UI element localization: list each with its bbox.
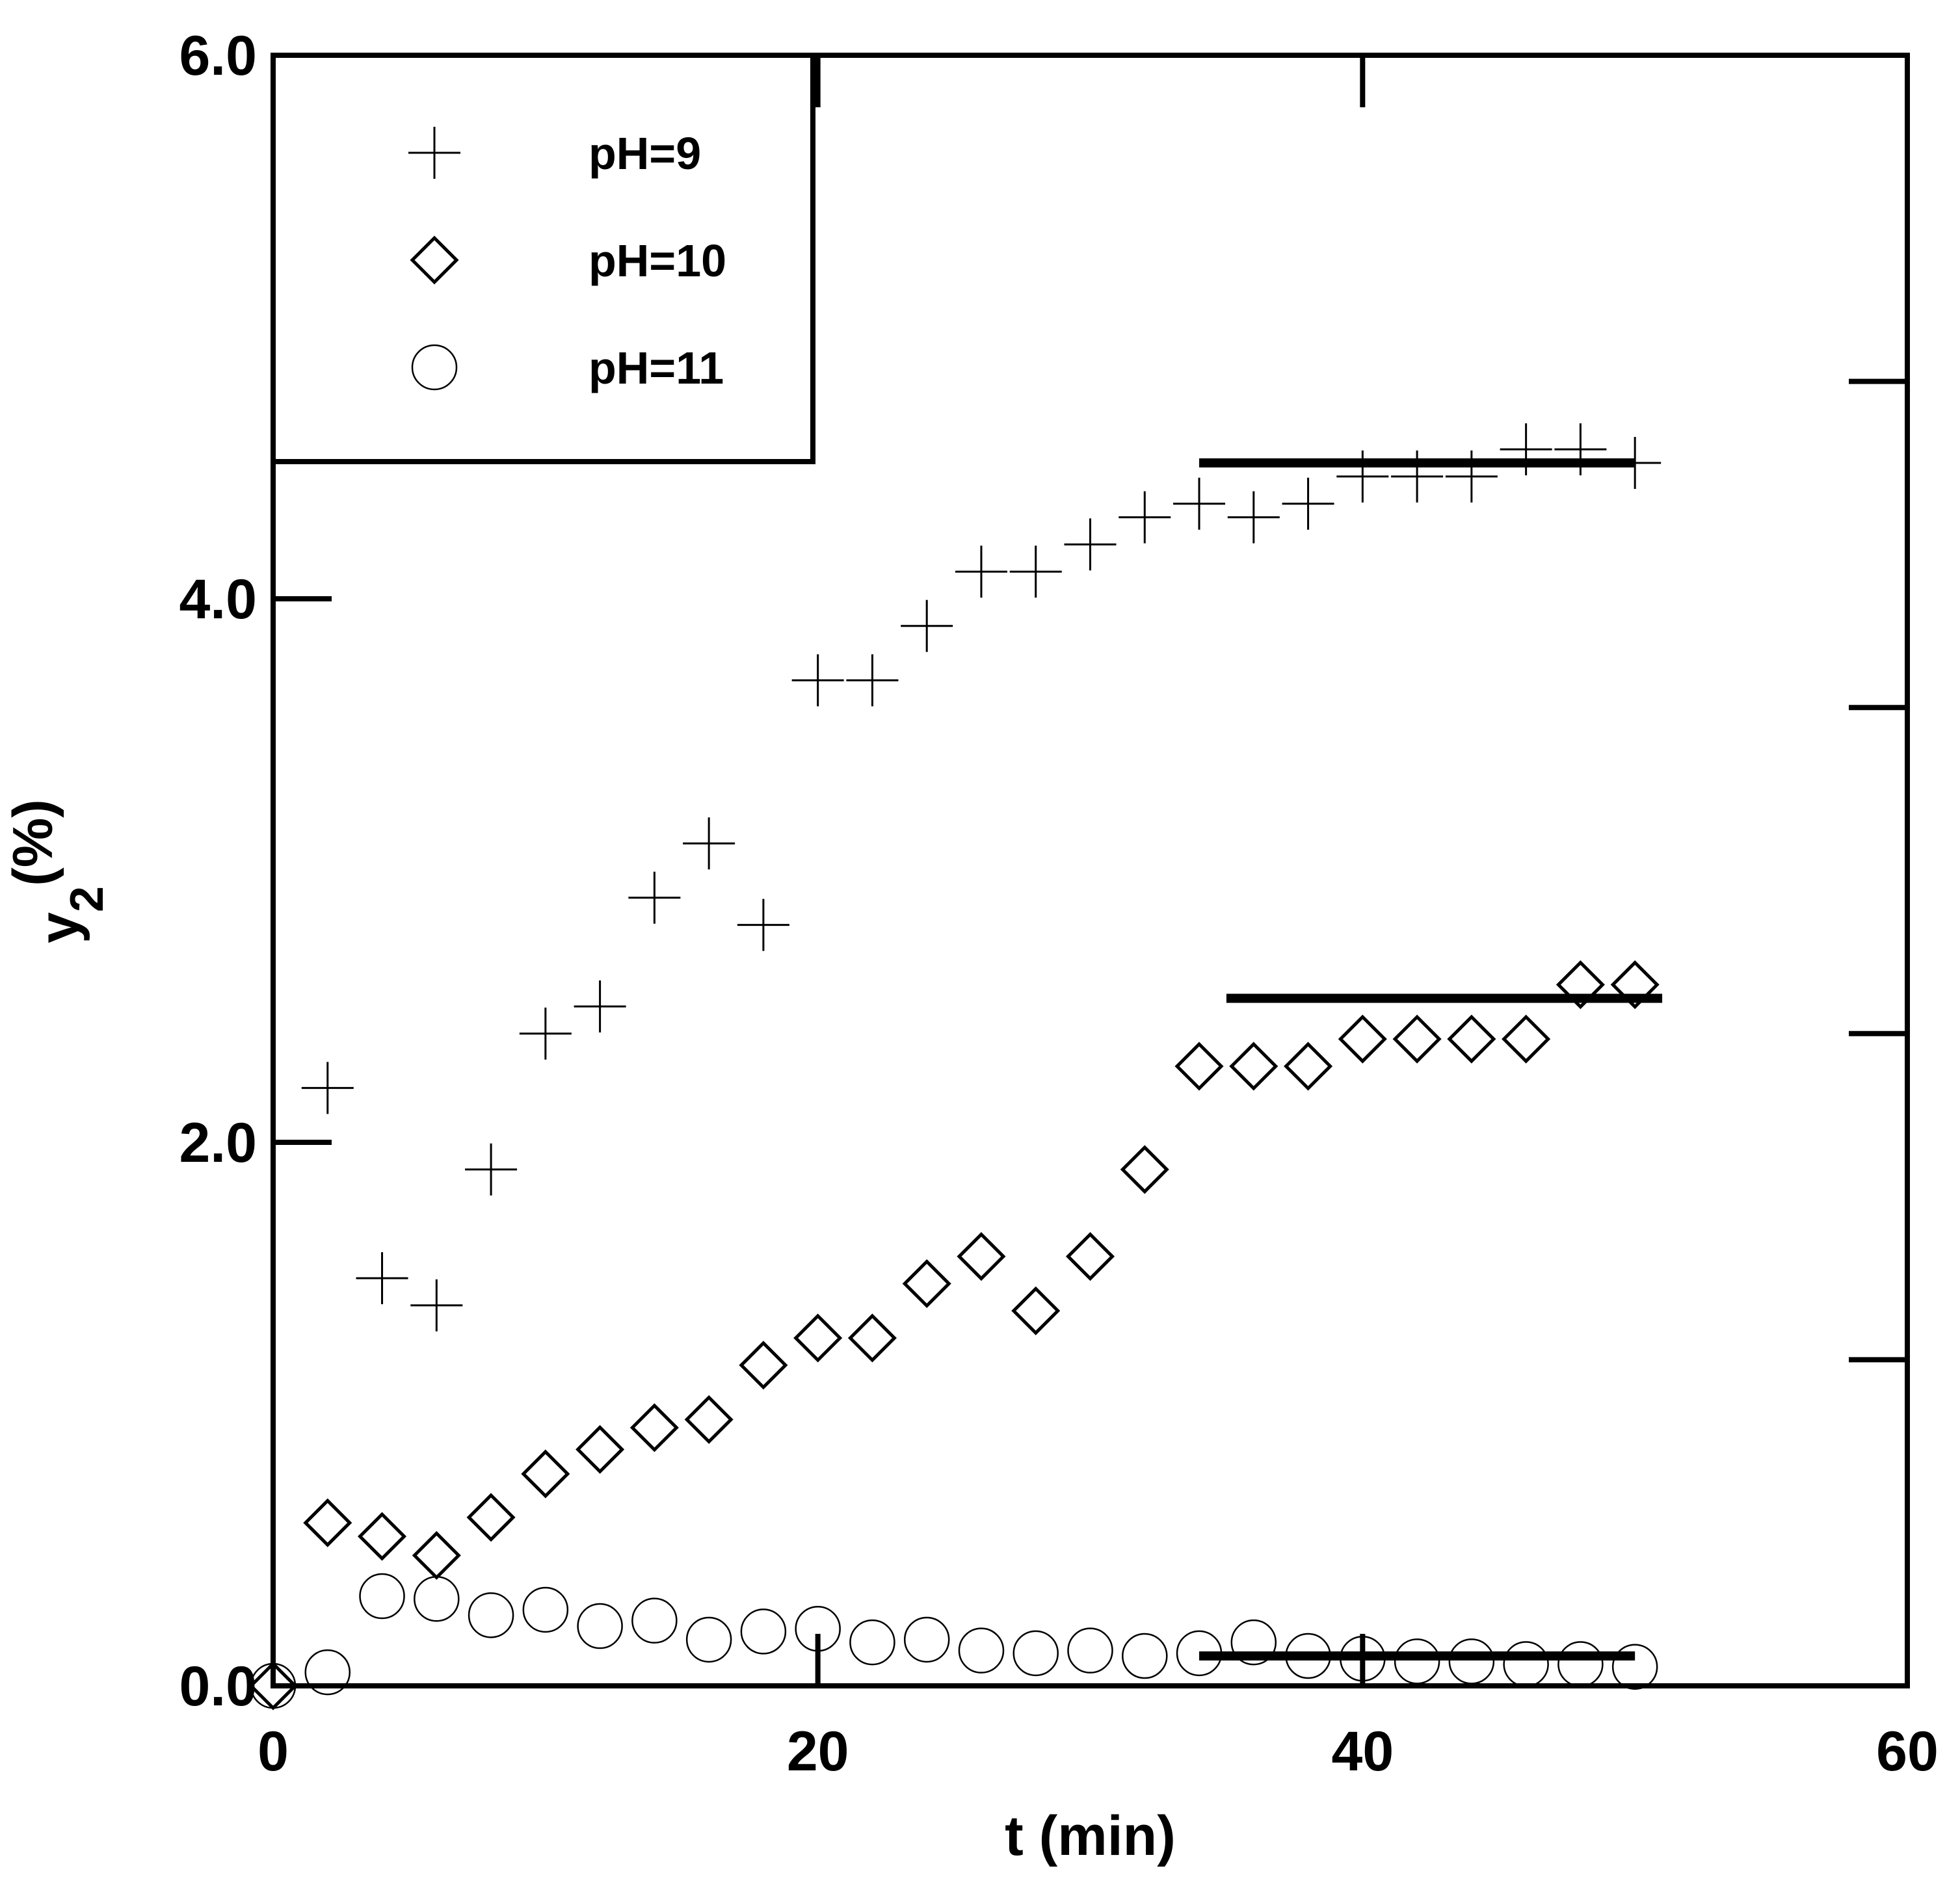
data-series <box>248 423 1662 1711</box>
legend-label: pH=9 <box>589 128 701 179</box>
data-point <box>574 980 626 1032</box>
y-tick-label: 4.0 <box>179 568 257 631</box>
legend-marker-circle <box>411 344 458 391</box>
y-tick-label: 0.0 <box>179 1655 257 1718</box>
legend-label: pH=11 <box>589 343 724 393</box>
data-point <box>1392 1014 1442 1064</box>
data-point <box>685 1616 732 1663</box>
data-point <box>955 545 1007 598</box>
y-tick-label: 6.0 <box>179 25 257 87</box>
data-point <box>1284 1042 1333 1091</box>
data-point <box>958 1627 1005 1674</box>
data-point <box>1502 1014 1551 1064</box>
data-point <box>1067 1627 1113 1674</box>
data-point <box>576 1424 625 1474</box>
data-point <box>849 1619 895 1666</box>
data-point <box>791 654 844 707</box>
data-point <box>410 1279 463 1332</box>
data-point <box>521 1449 570 1499</box>
x-tick-label: 0 <box>258 1720 289 1783</box>
data-point <box>901 599 953 652</box>
data-point <box>629 1403 679 1452</box>
y-axis-label-unit: (%) <box>2 799 64 886</box>
data-point <box>1173 477 1226 530</box>
data-point <box>903 1616 950 1663</box>
data-point <box>740 1608 787 1655</box>
data-point <box>1338 1014 1387 1064</box>
data-point <box>628 871 681 924</box>
tick-labels: 0 20 40 60 0.0 2.0 4.0 6.0 <box>179 25 1938 1783</box>
x-tick-label: 60 <box>1876 1720 1939 1783</box>
data-point <box>1556 960 1605 1010</box>
data-point <box>1447 1014 1496 1064</box>
y-axis-label-main: y <box>28 912 90 943</box>
data-point <box>1119 491 1171 544</box>
data-point <box>1013 1630 1059 1677</box>
legend-label: pH=10 <box>589 235 726 286</box>
data-point <box>1064 518 1117 571</box>
data-point <box>1282 477 1334 530</box>
data-point <box>1229 1042 1278 1091</box>
data-point <box>303 1498 352 1547</box>
svg-text:y2(%): y2(%) <box>2 799 113 943</box>
data-point <box>739 1341 788 1390</box>
data-point <box>1611 1644 1658 1690</box>
data-point <box>846 654 899 707</box>
data-point <box>795 1605 841 1652</box>
data-point <box>1230 1619 1277 1666</box>
data-point <box>847 1313 897 1363</box>
data-point <box>577 1603 623 1649</box>
legend: pH=9 pH=10 pH=11 <box>271 53 815 464</box>
data-point <box>684 1395 734 1444</box>
data-point <box>468 1592 514 1638</box>
data-point <box>519 1007 572 1060</box>
data-point <box>1174 1042 1224 1091</box>
data-point <box>1011 1286 1061 1335</box>
data-point <box>683 817 735 870</box>
data-point <box>793 1313 843 1363</box>
data-point <box>1120 1145 1169 1194</box>
data-point <box>359 1573 405 1620</box>
y-axis-label-subscript: 2 <box>61 886 113 912</box>
x-tick-label: 20 <box>787 1720 849 1783</box>
legend-box <box>271 53 815 464</box>
data-point <box>902 1259 951 1308</box>
plot-area-frame <box>271 53 1910 1688</box>
data-point <box>1065 1232 1115 1281</box>
data-point <box>356 1252 408 1304</box>
data-point <box>414 1575 460 1622</box>
data-point <box>466 1493 516 1542</box>
data-point <box>1227 491 1280 544</box>
y-axis-label: y2(%) <box>2 799 113 943</box>
series-circle <box>250 1573 1658 1709</box>
legend-marker-diamond <box>410 235 459 285</box>
x-axis-label: t (min) <box>1005 1805 1176 1867</box>
y-tick-label: 2.0 <box>179 1112 257 1174</box>
data-point <box>631 1597 678 1644</box>
legend-marker-plus <box>408 127 460 179</box>
data-point <box>1610 960 1660 1010</box>
data-point <box>1009 545 1062 598</box>
data-point <box>357 1512 407 1561</box>
data-point <box>957 1232 1006 1281</box>
data-point <box>304 1649 351 1696</box>
plateau-lines <box>1199 458 1663 1661</box>
data-point <box>737 899 789 951</box>
data-point <box>301 1062 354 1114</box>
data-point <box>1122 1633 1168 1679</box>
x-tick-label: 40 <box>1331 1720 1394 1783</box>
data-point <box>522 1586 569 1633</box>
data-point <box>465 1143 518 1196</box>
